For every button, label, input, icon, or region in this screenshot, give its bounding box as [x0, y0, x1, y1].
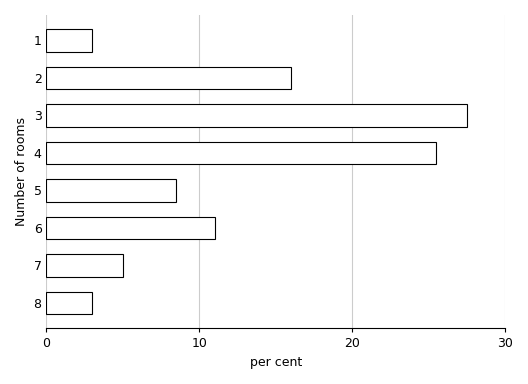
Bar	[46, 67, 291, 89]
Y-axis label: Number of rooms: Number of rooms	[15, 117, 28, 226]
Bar	[46, 29, 92, 52]
Bar	[46, 179, 176, 202]
Bar	[46, 254, 123, 277]
Bar	[46, 104, 467, 127]
Bar	[46, 217, 214, 239]
X-axis label: per cent: per cent	[250, 356, 302, 369]
Bar	[46, 142, 436, 164]
Bar	[46, 292, 92, 314]
